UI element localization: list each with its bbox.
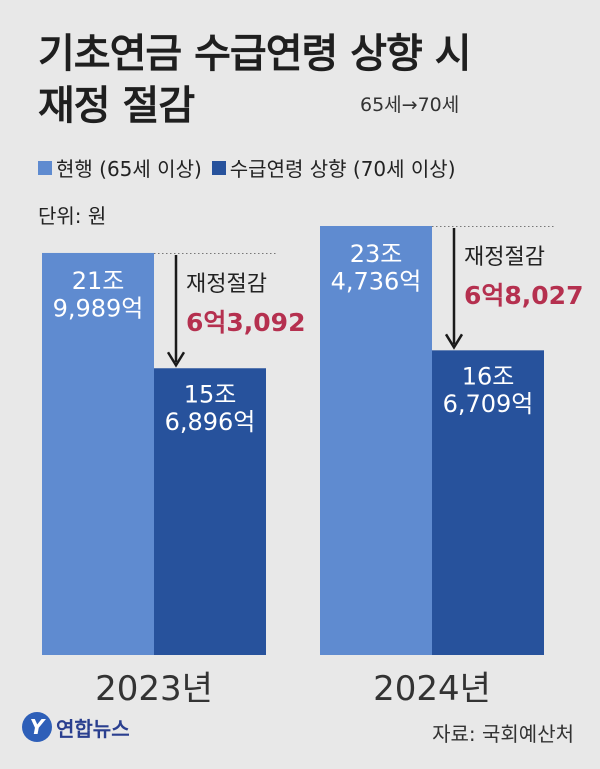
- savings-value-2023년: 6억3,092: [186, 308, 305, 337]
- logo: Y 연합뉴스: [22, 712, 130, 742]
- savings-label-2023년: 재정절감: [186, 272, 267, 297]
- arrow-head-2023년: [166, 351, 186, 368]
- legend-label-raised: 수급연령 상향 (70세 이상): [229, 157, 456, 181]
- subtitle: 65세→70세: [360, 94, 460, 116]
- category-label-2023년: 2023년: [95, 669, 213, 709]
- label-raised-2024년: 16조 6,709억: [443, 362, 534, 418]
- bar-raised-2024년: [432, 350, 544, 655]
- legend-item-raised: 수급연령 상향 (70세 이상): [211, 153, 456, 182]
- label-current-2024년: 23조 4,736억: [331, 240, 422, 296]
- label-raised-2023년: 15조 6,896억: [165, 380, 256, 436]
- label-current-2023년: 21조 9,989억: [53, 267, 144, 323]
- arrow-head-2024년: [444, 333, 464, 350]
- category-label-2024년: 2024년: [373, 669, 491, 709]
- bar-current-2024년: [320, 226, 432, 655]
- unit-label: 단위: 원: [38, 204, 107, 228]
- bar-current-2023년: [42, 252, 154, 655]
- savings-value-2024년: 6억8,027: [464, 281, 583, 310]
- bar-raised-2023년: [154, 368, 266, 655]
- legend-swatch-current: [38, 160, 52, 175]
- legend: 현행 (65세 이상) 수급연령 상향 (70세 이상): [38, 153, 456, 182]
- yonhap-logo-icon: Y: [22, 712, 52, 742]
- savings-label-2024년: 재정절감: [464, 245, 545, 270]
- chart-title: 기초연금 수급연령 상향 시 재정 절감: [38, 28, 472, 132]
- legend-label-current: 현행 (65세 이상): [56, 157, 202, 181]
- source-note: 자료: 국회예산처: [432, 722, 574, 746]
- legend-item-current: 현행 (65세 이상): [38, 153, 202, 182]
- logo-text: 연합뉴스: [56, 716, 130, 741]
- title-line-2: 재정 절감: [38, 83, 195, 129]
- legend-swatch-raised: [211, 160, 226, 175]
- title-line-1: 기초연금 수급연령 상향 시: [38, 31, 472, 77]
